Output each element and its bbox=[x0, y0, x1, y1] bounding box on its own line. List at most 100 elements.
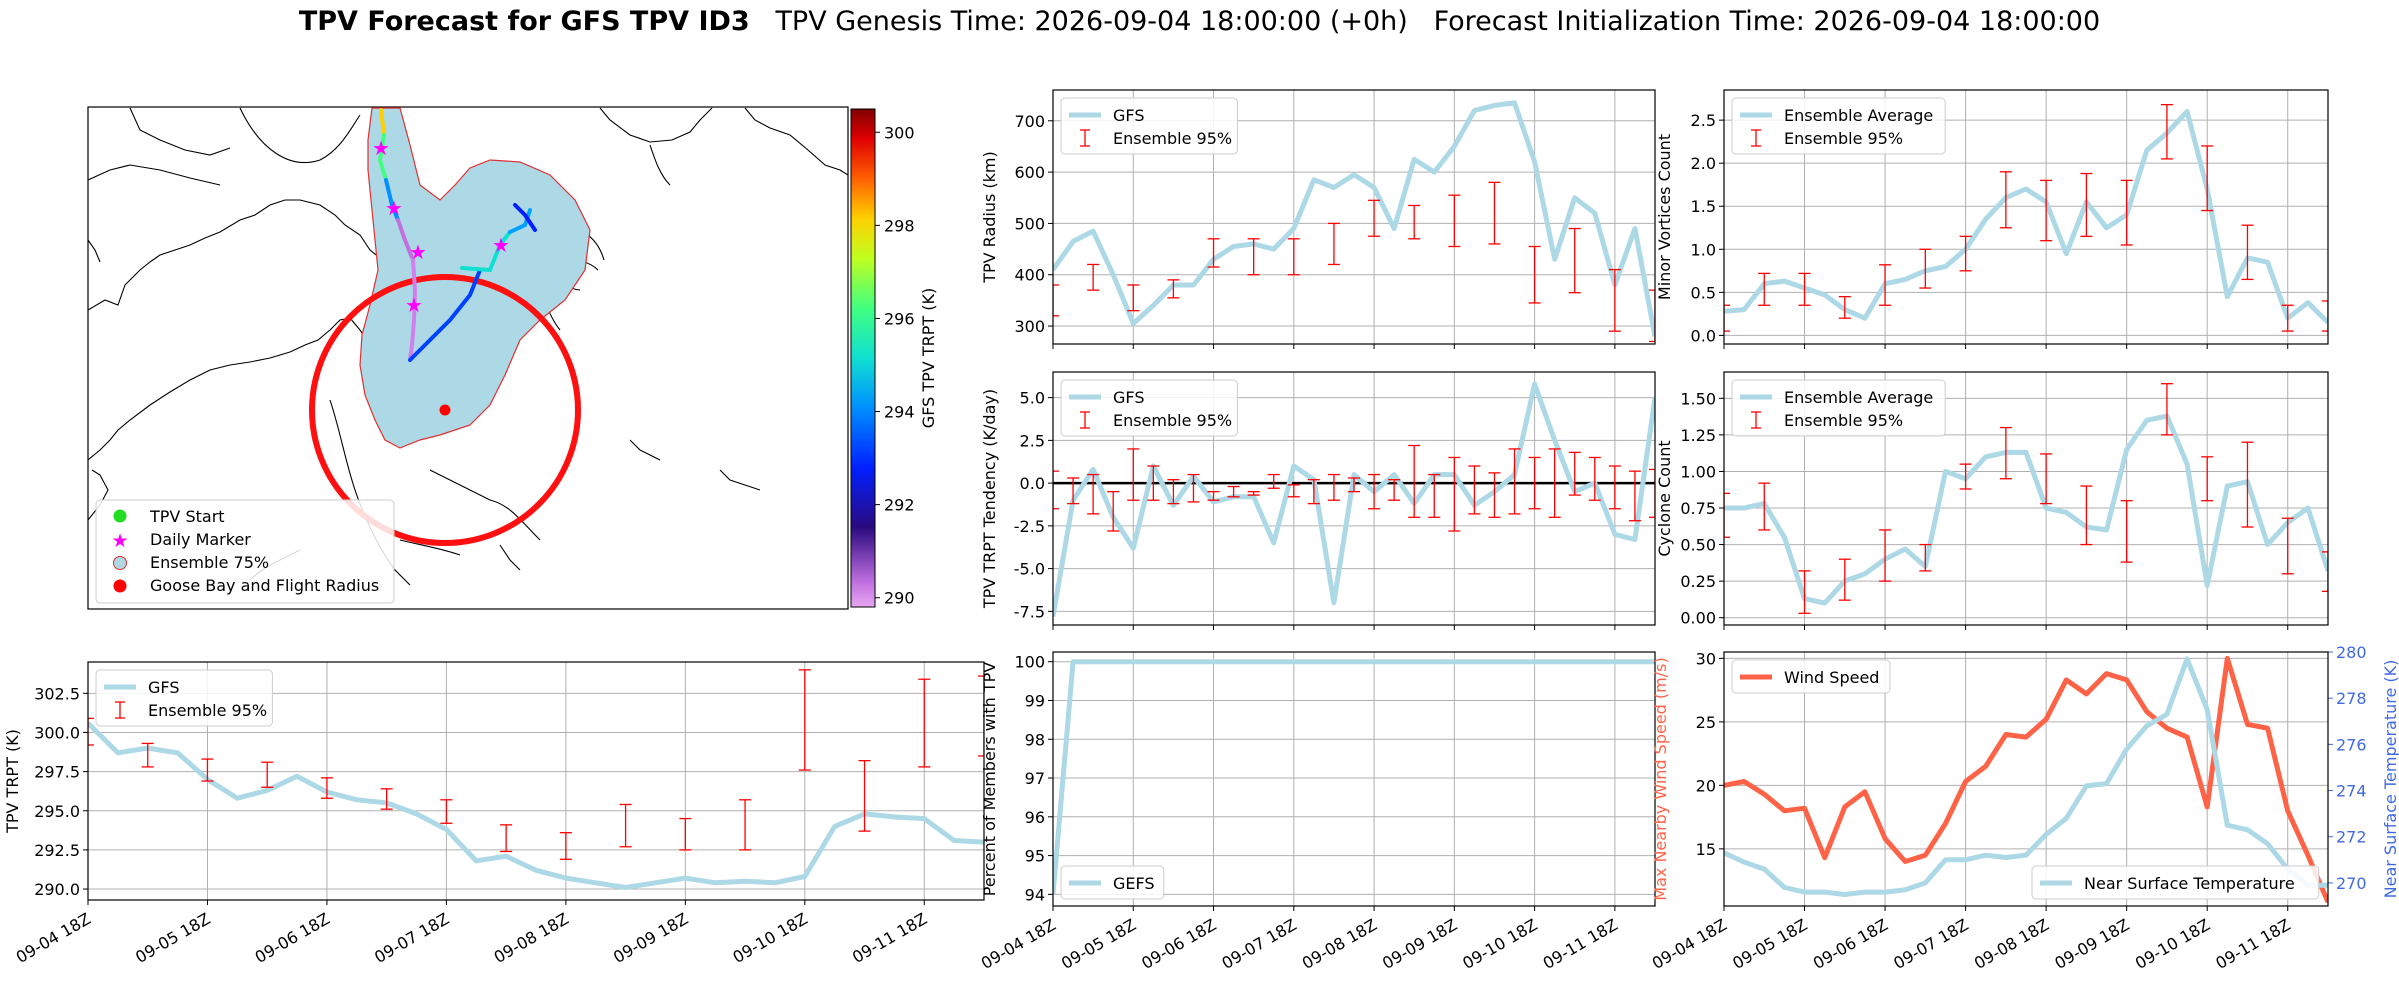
x-tick-label: 09-09 18Z bbox=[2051, 915, 2132, 973]
legend-label: Ensemble 95% bbox=[148, 701, 267, 720]
legend-box bbox=[1731, 659, 1891, 694]
x-tick-label: 09-08 18Z bbox=[1971, 915, 2052, 973]
plot-frame bbox=[1723, 371, 2329, 626]
series-group bbox=[1053, 659, 1655, 895]
legend-box bbox=[95, 669, 273, 727]
y-tick-label: 700 bbox=[1014, 112, 1045, 131]
x-tick-label: 09-07 18Z bbox=[1890, 915, 1971, 973]
y-tick-label: 95 bbox=[1025, 847, 1045, 866]
x-tick-label: 09-05 18Z bbox=[1729, 915, 1810, 973]
legend-label: GFS bbox=[148, 678, 179, 697]
title-init: Forecast Initialization Time: 2026-09-04… bbox=[1433, 6, 2101, 37]
map-legend-label: Goose Bay and Flight Radius bbox=[150, 576, 379, 595]
y-tick-label-right: 274 bbox=[2336, 782, 2367, 801]
svg-text:★: ★ bbox=[405, 293, 423, 317]
x-tick-label: 09-11 18Z bbox=[2212, 915, 2293, 973]
y-tick-label: 2.5 bbox=[1691, 111, 1716, 130]
colorbar: 290 292 294 296 298 300 GFS TPV TRPT (K) bbox=[850, 108, 938, 608]
y-tick-label: 97 bbox=[1025, 769, 1045, 788]
y-tick-label: 2.5 bbox=[1020, 431, 1045, 450]
y-tick-label: 1.25 bbox=[1680, 426, 1716, 445]
legend-label: Ensemble 95% bbox=[1784, 129, 1903, 148]
y-tick-label: 5.0 bbox=[1020, 389, 1045, 408]
y-tick-label-right: 276 bbox=[2336, 735, 2367, 754]
y-tick-label: 1.00 bbox=[1680, 462, 1716, 481]
y-tick-label-right: 270 bbox=[2336, 874, 2367, 893]
legend-box bbox=[1060, 379, 1238, 437]
y-tick-label: 300.0 bbox=[34, 723, 80, 742]
y-axis-label: TPV TRPT Tendency (K/day) bbox=[980, 389, 999, 609]
legend-box bbox=[2031, 865, 2320, 900]
y-tick-label: 500 bbox=[1014, 214, 1045, 233]
y-tick-label: 1.5 bbox=[1691, 197, 1716, 216]
y-tick-label-right: 280 bbox=[2336, 643, 2367, 662]
svg-text:★: ★ bbox=[409, 240, 427, 264]
tpv-track bbox=[377, 108, 537, 362]
series-group bbox=[1724, 383, 2328, 614]
y-tick-label: 0.50 bbox=[1680, 536, 1716, 555]
x-tick-label: 09-06 18Z bbox=[252, 909, 333, 967]
y-tick-label: -2.5 bbox=[1014, 517, 1045, 536]
y-tick-label: 0.00 bbox=[1680, 609, 1716, 628]
series-group bbox=[1724, 103, 2328, 332]
y-tick-label: 1.0 bbox=[1691, 240, 1716, 259]
map-panel: ★ ★ ★ ★ ★ ★ TPV Start Daily Marker Ensem… bbox=[87, 106, 938, 610]
series-line bbox=[1724, 656, 2328, 897]
legend-box bbox=[1731, 97, 1946, 155]
legend-label: Ensemble 95% bbox=[1113, 411, 1232, 430]
y-tick-label: 0.75 bbox=[1680, 499, 1716, 518]
x-tick-label: 09-10 18Z bbox=[2132, 915, 2213, 973]
colorbar-tick-label: 296 bbox=[884, 309, 915, 328]
x-tick-label: 09-08 18Z bbox=[1299, 915, 1380, 973]
y-tick-label: 96 bbox=[1025, 808, 1045, 827]
legend-label: Ensemble Average bbox=[1784, 106, 1933, 125]
y-tick-label-right: 278 bbox=[2336, 689, 2367, 708]
plot-frame bbox=[87, 661, 985, 901]
colorbar-tick-label: 292 bbox=[884, 496, 915, 515]
y-tick-label: 297.5 bbox=[34, 763, 80, 782]
series-line bbox=[1053, 659, 1655, 895]
series-line bbox=[1053, 100, 1655, 337]
legend-box bbox=[1060, 865, 1165, 900]
daily-markers: ★ ★ ★ ★ ★ bbox=[372, 136, 510, 317]
colorbar-ticks: 290 292 294 296 298 300 bbox=[875, 123, 915, 608]
svg-text:★: ★ bbox=[492, 233, 510, 257]
x-tick-label: 09-11 18Z bbox=[849, 909, 930, 967]
colorbar-tick-label: 294 bbox=[884, 403, 915, 422]
colorbar-tick-label: 290 bbox=[884, 589, 915, 608]
flight-radius-circle bbox=[309, 274, 581, 546]
x-tick-label: 09-06 18Z bbox=[1138, 915, 1219, 973]
y-tick-label: 2.0 bbox=[1691, 154, 1716, 173]
map-legend-label: Daily Marker bbox=[150, 530, 251, 549]
x-tick-label: 09-09 18Z bbox=[610, 909, 691, 967]
title-genesis: TPV Genesis Time: 2026-09-04 18:00:00 (+… bbox=[775, 6, 1408, 37]
svg-text:★: ★ bbox=[372, 136, 390, 160]
tpv-start-icon bbox=[113, 509, 127, 523]
legend-label: Ensemble 95% bbox=[1784, 411, 1903, 430]
y-axis-label: TPV TRPT (K) bbox=[3, 729, 22, 834]
x-tick-label: 09-05 18Z bbox=[1058, 915, 1139, 973]
x-tick-label: 09-09 18Z bbox=[1379, 915, 1460, 973]
y-tick-label: 400 bbox=[1014, 266, 1045, 285]
map-legend-label: TPV Start bbox=[149, 507, 225, 526]
y-tick-label: -7.5 bbox=[1014, 602, 1045, 621]
y-tick-label: 302.5 bbox=[34, 684, 80, 703]
y-tick-label: 300 bbox=[1014, 317, 1045, 336]
goose-bay-icon bbox=[113, 579, 127, 593]
y-tick-label: 290.0 bbox=[34, 880, 80, 899]
colorbar-gradient bbox=[850, 108, 876, 608]
y-tick-label: -5.0 bbox=[1014, 560, 1045, 579]
x-tick-label: 09-06 18Z bbox=[1810, 915, 1891, 973]
y-tick-label: 99 bbox=[1025, 691, 1045, 710]
plot-frame bbox=[1052, 651, 1656, 907]
y-axis-label-right: Near Surface Temperature (K) bbox=[2381, 660, 2399, 899]
colorbar-tick-label: 298 bbox=[884, 216, 915, 235]
chart-trpt-tendency: -7.5 -5.0 -2.5 0.0 2.5 5.0 TPV TRPT Tendency (… bbox=[980, 371, 1656, 630]
y-tick-label: 25 bbox=[1696, 713, 1716, 732]
map-legend-label: Ensemble 75% bbox=[150, 553, 269, 572]
y-axis-label: Cyclone Count bbox=[1655, 440, 1674, 556]
y-tick-label-right: 272 bbox=[2336, 828, 2367, 847]
legend-label: Ensemble 95% bbox=[1113, 129, 1232, 148]
